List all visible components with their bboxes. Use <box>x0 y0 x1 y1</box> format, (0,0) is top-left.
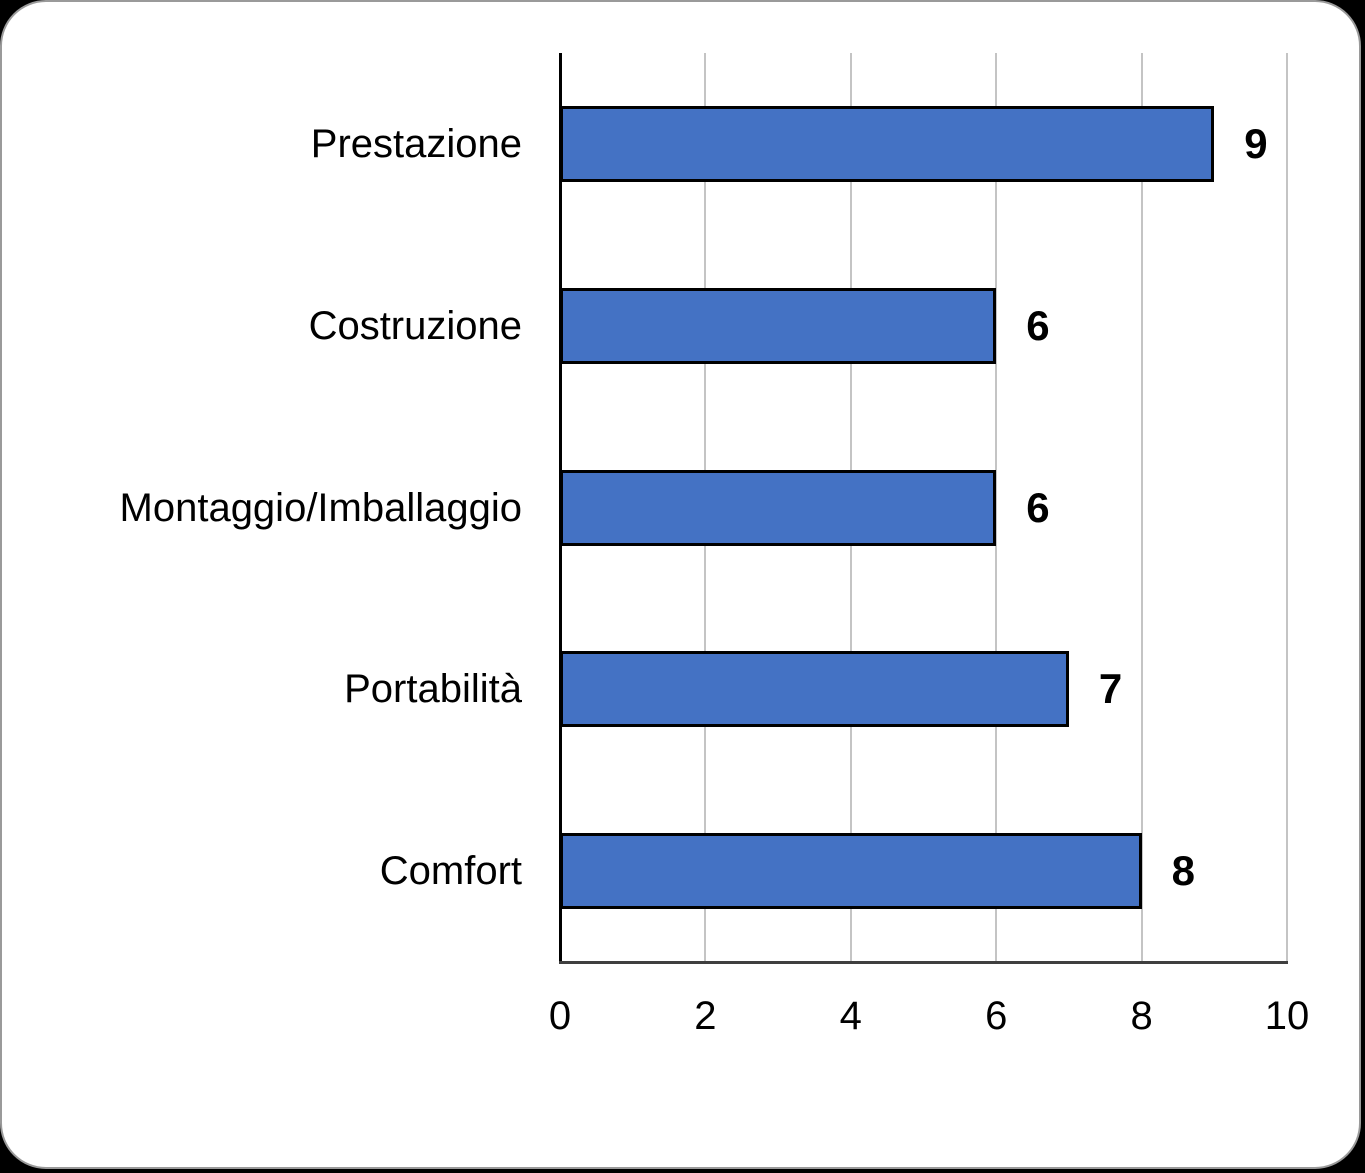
x-tick-label-2: 2 <box>694 994 717 1038</box>
x-tick-label-10: 10 <box>1264 994 1310 1038</box>
data-label: 7 <box>1098 665 1123 713</box>
bar <box>560 651 1069 728</box>
value-axis-line <box>559 961 1288 964</box>
x-tick-label-4: 4 <box>839 994 862 1038</box>
data-label: 9 <box>1244 119 1268 167</box>
data-label: 6 <box>1026 483 1050 531</box>
x-tick-label-6: 6 <box>985 994 1008 1038</box>
category-label: Comfort <box>379 849 522 894</box>
category-label: Portabilità <box>344 667 522 712</box>
data-label: 6 <box>1026 301 1050 349</box>
gridline-10 <box>1286 53 1288 962</box>
bar <box>560 105 1215 182</box>
x-tick-label-0: 0 <box>548 994 572 1038</box>
data-label: 8 <box>1171 847 1195 895</box>
category-label: Prestazione <box>310 121 522 166</box>
gridline-6 <box>995 53 998 962</box>
bar <box>560 833 1142 910</box>
category-label: Montaggio/Imballaggio <box>119 485 522 530</box>
category-label: Costruzione <box>308 303 522 348</box>
bar <box>560 287 997 364</box>
gridline-8 <box>1140 53 1143 962</box>
bar <box>560 469 997 546</box>
x-tick-label-8: 8 <box>1130 994 1153 1038</box>
